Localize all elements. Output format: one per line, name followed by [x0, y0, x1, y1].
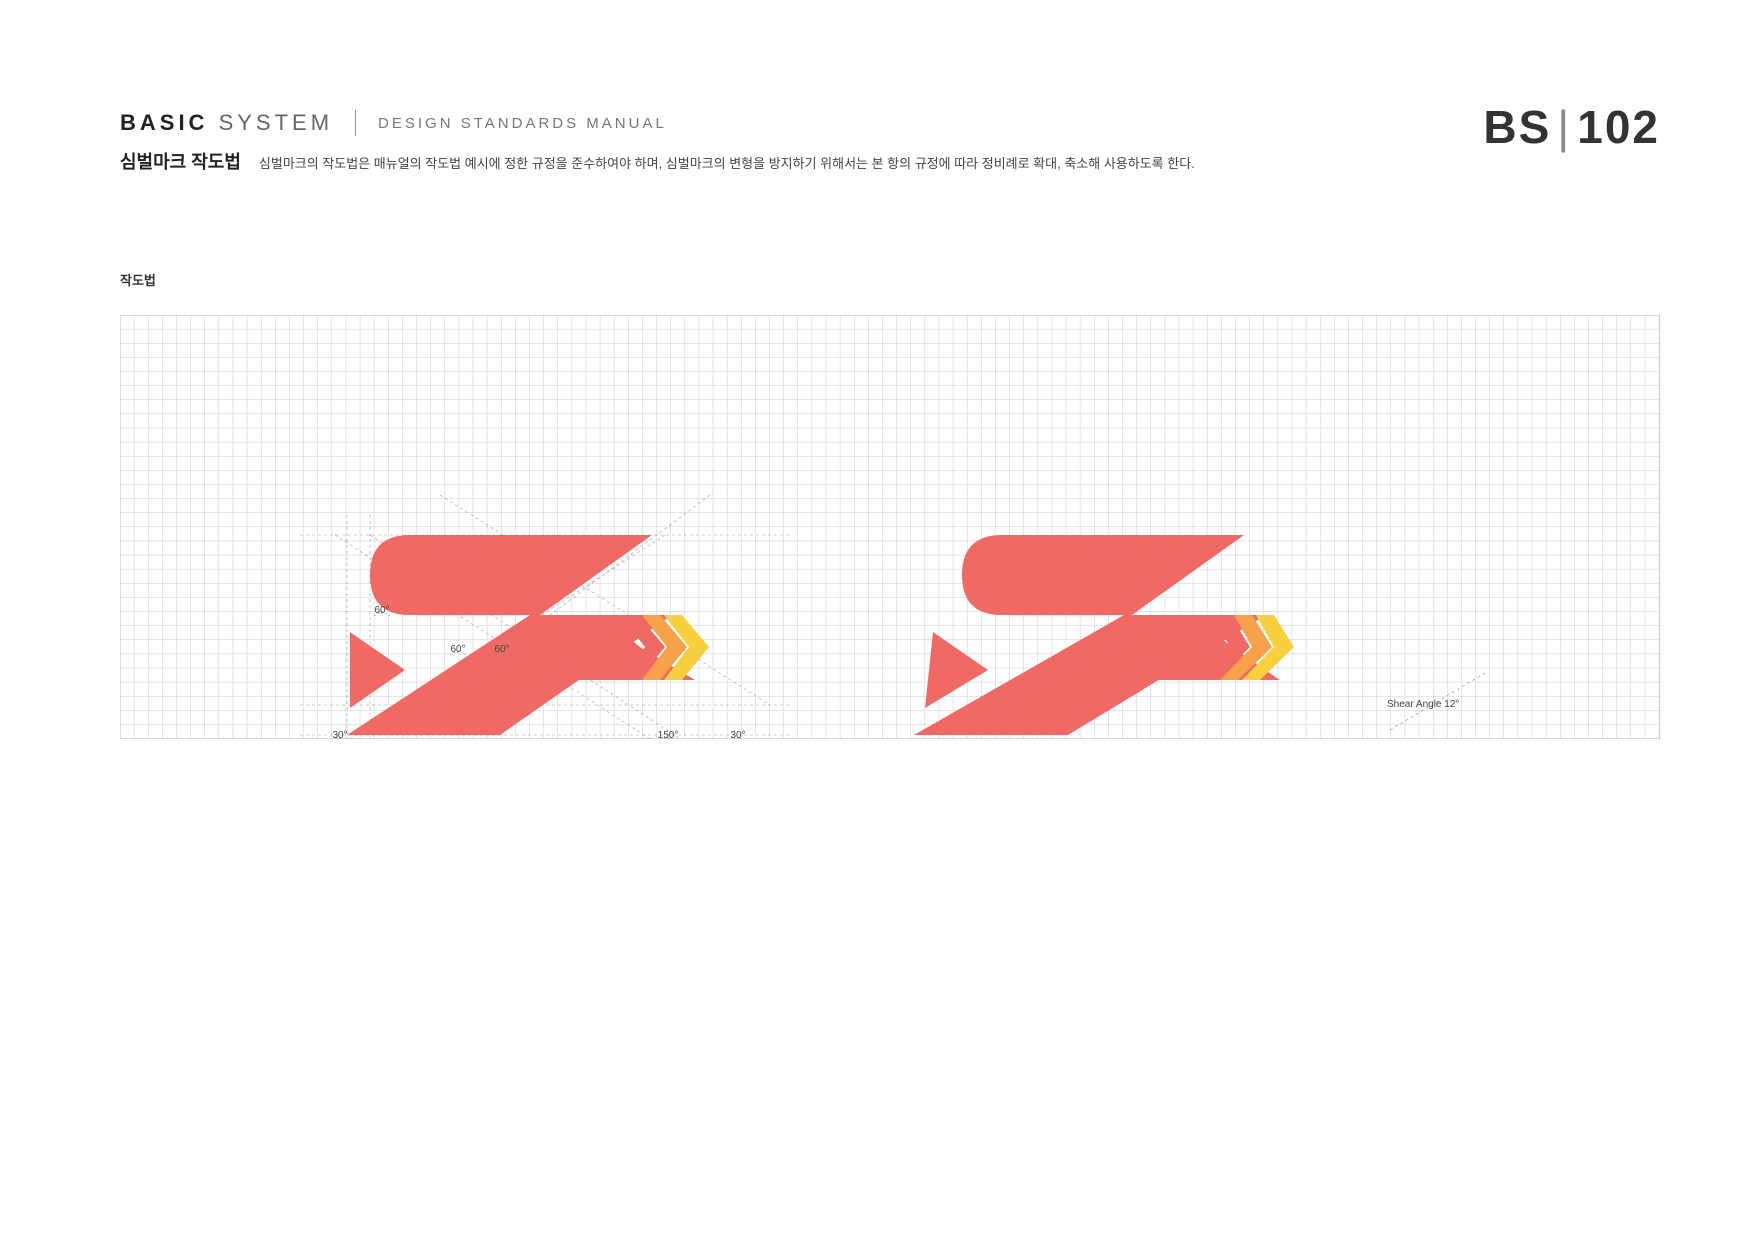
svg-text:150°: 150° [658, 730, 679, 739]
subtitle-desc: 심벌마크의 작도법은 매뉴얼의 작도법 예시에 정한 규정을 준수하여야 하며,… [259, 154, 1195, 175]
svg-text:60°: 60° [494, 644, 509, 655]
title-bold: BASIC [120, 110, 208, 135]
code-number: 102 [1577, 101, 1660, 153]
header-row: BASIC SYSTEM DESIGN STANDARDS MANUAL BS|… [120, 110, 1660, 136]
section-label: 작도법 [120, 270, 156, 289]
code-prefix: BS [1483, 101, 1551, 153]
subtitle-main: 심벌마크 작도법 [120, 148, 241, 174]
system-title: BASIC SYSTEM [120, 110, 356, 136]
manual-label: DESIGN STANDARDS MANUAL [378, 115, 667, 132]
svg-text:Shear Angle 12°: Shear Angle 12° [1387, 699, 1459, 710]
page-header: BASIC SYSTEM DESIGN STANDARDS MANUAL BS|… [120, 110, 1660, 175]
page-code: BS|102 [1483, 100, 1660, 154]
code-divider: | [1551, 101, 1577, 153]
svg-text:60°: 60° [450, 644, 465, 655]
svg-text:60°: 60° [374, 605, 389, 616]
title-light: SYSTEM [219, 110, 333, 135]
construction-grid: 30° 60° 60° 60° 150° 30° Shear Angle 12° [120, 315, 1660, 739]
svg-text:30°: 30° [332, 730, 347, 739]
svg-text:30°: 30° [730, 730, 745, 739]
subtitle-row: 심벌마크 작도법 심벌마크의 작도법은 매뉴얼의 작도법 예시에 정한 규정을 … [120, 148, 1660, 175]
